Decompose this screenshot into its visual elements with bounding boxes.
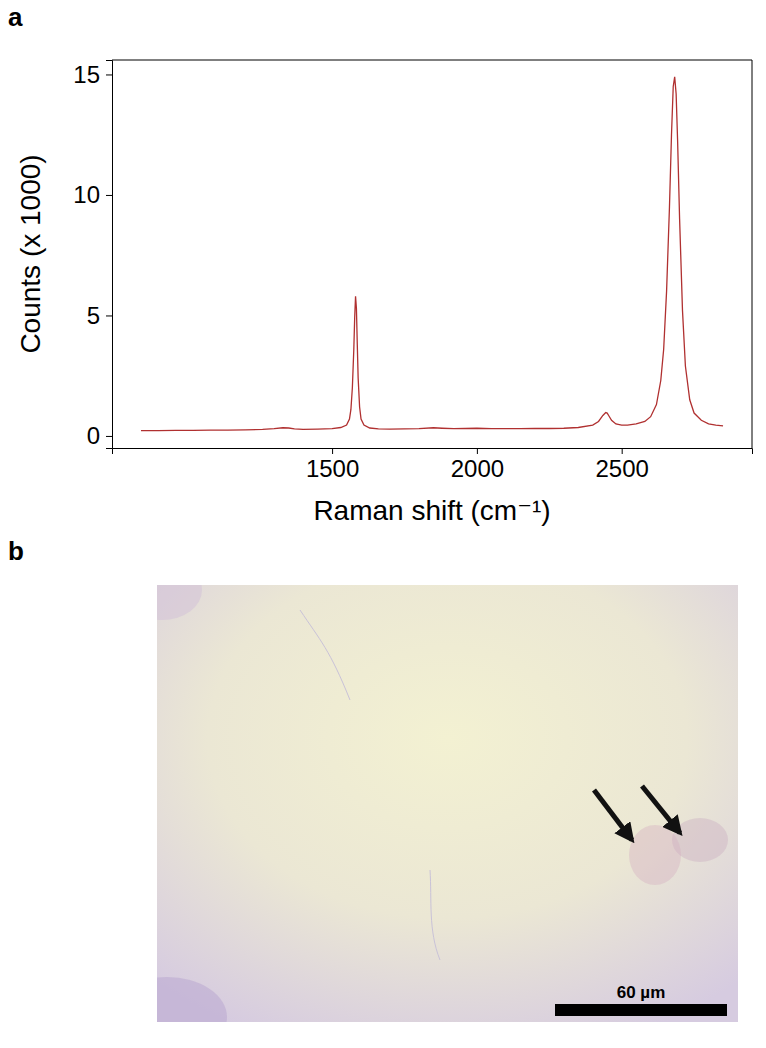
y-tick-mark [106, 195, 112, 196]
micrograph-background [157, 585, 738, 1022]
y-tick: 5 [87, 302, 112, 329]
y-axis-line [106, 61, 113, 449]
x-tick-mark [622, 448, 623, 454]
y-tick: 10 [73, 181, 112, 208]
y-tick-mark [106, 436, 112, 437]
dark-corner [157, 585, 202, 620]
y-tick: 0 [87, 422, 112, 449]
x-tick: 1500 [306, 448, 359, 482]
arrow [642, 786, 680, 833]
y-tick-label: 10 [73, 181, 100, 208]
x-axis: 1500 2000 2500 [113, 448, 753, 482]
panel-letter: a [8, 2, 23, 32]
scale-bar [555, 1004, 727, 1016]
surface-crack [300, 610, 440, 960]
figure: a 1500 2000 2500 0 5 10 15 Raman shift (cm⁻¹) Cou… [0, 0, 766, 1048]
y-tick-label: 5 [87, 302, 100, 329]
scale-bar-label: 60 µm [617, 983, 666, 1002]
x-tick: 2000 [451, 448, 504, 482]
plot-area [141, 77, 723, 431]
x-tick-mark [332, 448, 333, 454]
dark-corner [157, 977, 227, 1022]
y-axis-title: Counts (x 1000) [15, 154, 46, 353]
x-tick-mark [477, 448, 478, 454]
x-tick-label: 2000 [451, 455, 504, 482]
y-tick-mark [106, 315, 112, 316]
x-tick-label: 1500 [306, 455, 359, 482]
y-tick: 15 [73, 61, 112, 88]
y-tick-mark [106, 74, 112, 75]
arrow [594, 790, 632, 840]
x-axis-line [113, 449, 753, 455]
flake-region [629, 825, 681, 885]
y-tick-label: 0 [87, 422, 100, 449]
panel-letter: b [8, 536, 24, 566]
y-tick-label: 15 [73, 61, 100, 88]
y-axis: 0 5 10 15 [73, 61, 112, 450]
spectrum-line [141, 77, 723, 431]
micrograph [157, 585, 738, 1022]
x-tick: 2500 [595, 448, 648, 482]
x-axis-title: Raman shift (cm⁻¹) [313, 495, 550, 526]
x-tick-label: 2500 [595, 455, 648, 482]
plot-frame [112, 60, 752, 448]
